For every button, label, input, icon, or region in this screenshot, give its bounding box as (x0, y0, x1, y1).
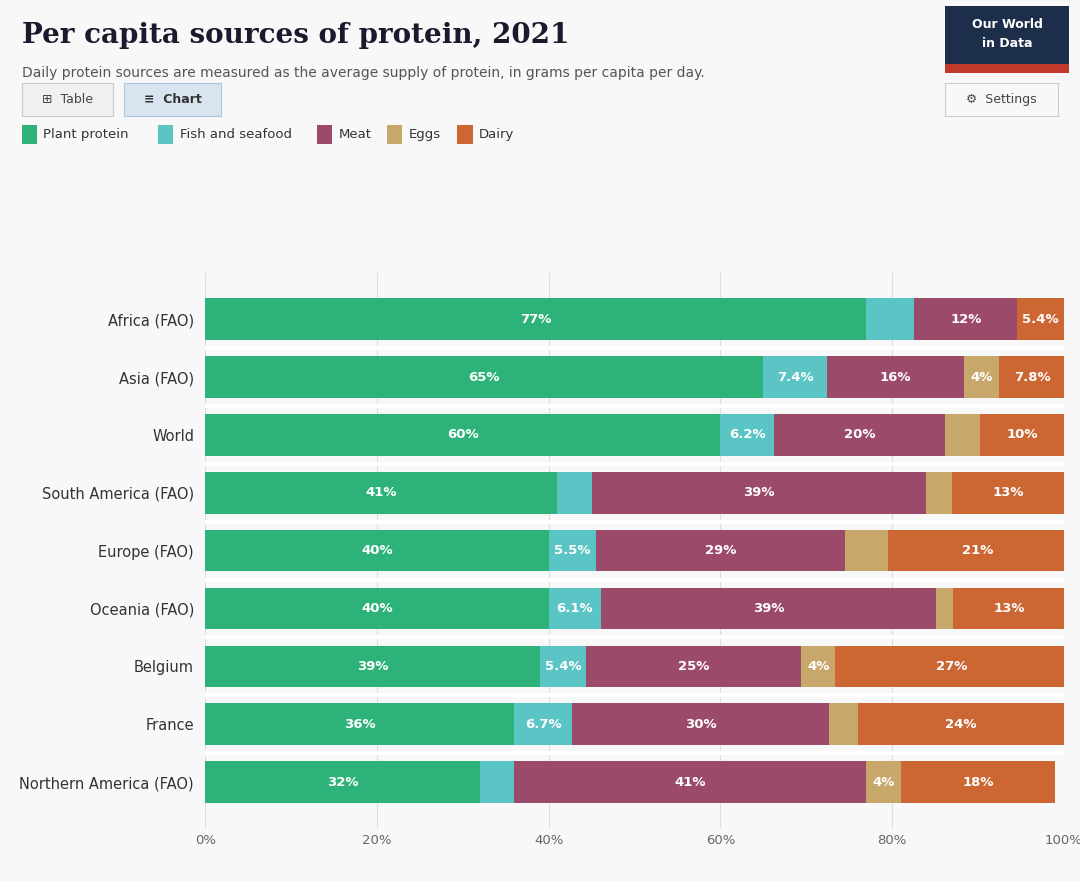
Text: 6.1%: 6.1% (556, 602, 593, 615)
Text: Our World: Our World (972, 18, 1042, 31)
Text: 41%: 41% (365, 486, 397, 500)
Text: 25%: 25% (678, 660, 710, 673)
Bar (205, 356, 764, 398)
Bar (514, 703, 571, 745)
Bar (866, 299, 915, 340)
Text: 41%: 41% (675, 775, 706, 788)
Text: 39%: 39% (356, 660, 389, 673)
Bar (205, 472, 557, 514)
Bar (592, 472, 927, 514)
Text: 30%: 30% (685, 718, 716, 730)
Bar (936, 588, 953, 629)
Text: Daily protein sources are measured as the average supply of protein, in grams pe: Daily protein sources are measured as th… (22, 66, 704, 80)
Text: 27%: 27% (935, 660, 967, 673)
Bar (764, 356, 827, 398)
Text: 39%: 39% (753, 602, 784, 615)
Bar (549, 588, 600, 629)
Bar (829, 703, 858, 745)
Bar (205, 299, 866, 340)
Bar (205, 761, 480, 803)
Text: 20%: 20% (843, 428, 875, 441)
Text: 60%: 60% (447, 428, 478, 441)
Bar (845, 529, 888, 572)
Text: 29%: 29% (704, 544, 737, 557)
Bar (205, 414, 720, 455)
Text: Meat: Meat (338, 129, 372, 141)
Text: 36%: 36% (343, 718, 376, 730)
Text: 5.4%: 5.4% (545, 660, 581, 673)
Text: 16%: 16% (880, 371, 912, 383)
Bar (480, 761, 514, 803)
Bar (964, 356, 999, 398)
Bar (1017, 299, 1064, 340)
Bar (549, 529, 596, 572)
Text: ⊞  Table: ⊞ Table (42, 93, 93, 106)
Text: 5.5%: 5.5% (554, 544, 591, 557)
Bar (953, 472, 1064, 514)
Text: Dairy: Dairy (480, 129, 514, 141)
Text: 6.7%: 6.7% (525, 718, 562, 730)
Text: 32%: 32% (327, 775, 359, 788)
Text: 13%: 13% (994, 602, 1025, 615)
Bar (557, 472, 592, 514)
Bar (205, 646, 540, 687)
Text: 6.2%: 6.2% (729, 428, 766, 441)
Bar (205, 703, 514, 745)
Bar (866, 761, 901, 803)
Bar (836, 646, 1067, 687)
Bar (858, 703, 1064, 745)
Text: in Data: in Data (982, 37, 1032, 50)
Text: 4%: 4% (873, 775, 894, 788)
Bar (927, 472, 953, 514)
Text: Per capita sources of protein, 2021: Per capita sources of protein, 2021 (22, 22, 569, 49)
Bar (205, 529, 549, 572)
Text: 7.8%: 7.8% (1014, 371, 1051, 383)
Text: 21%: 21% (962, 544, 994, 557)
Bar (720, 414, 773, 455)
Text: 13%: 13% (993, 486, 1024, 500)
Bar (915, 299, 1017, 340)
Bar (945, 414, 980, 455)
Text: 4%: 4% (970, 371, 993, 383)
Bar (540, 646, 586, 687)
Bar (901, 761, 1055, 803)
Bar (980, 414, 1066, 455)
Bar (888, 529, 1068, 572)
Bar (773, 414, 945, 455)
Bar (999, 356, 1066, 398)
Text: 40%: 40% (361, 544, 393, 557)
Bar (514, 761, 866, 803)
Text: 12%: 12% (950, 313, 982, 326)
Bar (953, 588, 1065, 629)
Text: Eggs: Eggs (408, 129, 441, 141)
Text: ≡  Chart: ≡ Chart (144, 93, 202, 106)
Text: 7.4%: 7.4% (777, 371, 813, 383)
Bar (801, 646, 836, 687)
Text: 39%: 39% (743, 486, 774, 500)
Text: Plant protein: Plant protein (43, 129, 129, 141)
Text: 10%: 10% (1007, 428, 1038, 441)
Text: 5.4%: 5.4% (1023, 313, 1058, 326)
Text: 65%: 65% (469, 371, 500, 383)
Bar (596, 529, 845, 572)
Bar (827, 356, 964, 398)
Text: 4%: 4% (807, 660, 829, 673)
Text: ⚙  Settings: ⚙ Settings (967, 93, 1037, 106)
Text: 77%: 77% (521, 313, 552, 326)
Bar (571, 703, 829, 745)
Text: 40%: 40% (361, 602, 393, 615)
Text: 24%: 24% (945, 718, 976, 730)
Bar (586, 646, 801, 687)
Text: Fish and seafood: Fish and seafood (179, 129, 292, 141)
Bar (600, 588, 936, 629)
Bar (205, 588, 549, 629)
Text: 18%: 18% (962, 775, 994, 788)
